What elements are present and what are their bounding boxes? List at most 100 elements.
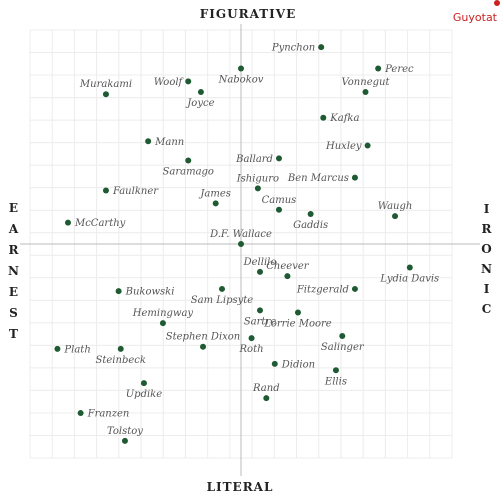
data-point-label: Roth	[239, 344, 264, 355]
data-point-label: Camus	[262, 195, 297, 206]
axes	[20, 24, 480, 476]
data-point	[117, 345, 124, 352]
data-point-label: Gaddis	[293, 220, 328, 231]
data-point-label: Perec	[384, 64, 414, 75]
data-point-label: Huxley	[325, 141, 362, 152]
axis-title-letter: I	[484, 202, 491, 216]
data-point-label: Salinger	[321, 342, 365, 353]
corner-point	[494, 0, 500, 6]
data-point-label: Kafka	[329, 113, 359, 124]
data-point-label: Ballard	[235, 154, 273, 165]
data-point-label: Nabokov	[218, 75, 264, 86]
data-point	[238, 241, 244, 247]
data-point	[102, 187, 109, 194]
axis-title-letter: O	[481, 242, 492, 256]
data-point	[145, 138, 152, 145]
data-point	[256, 307, 263, 314]
data-point-label: Dellilo	[243, 257, 277, 268]
data-point	[256, 268, 263, 275]
data-point-label: Faulkner	[112, 186, 159, 197]
data-point-label: Cheever	[266, 261, 309, 272]
data-point	[102, 91, 109, 98]
axis-label-literal: LITERAL	[207, 480, 274, 494]
data-point-label: Lorrie Moore	[263, 318, 332, 329]
data-point	[271, 360, 278, 367]
data-point-label: Plath	[63, 344, 90, 355]
data-point-label: Rand	[252, 383, 280, 394]
axis-title-letter: C	[482, 302, 493, 316]
data-point	[362, 89, 369, 96]
data-point	[275, 206, 282, 213]
data-point-label: Sartre	[244, 316, 276, 327]
data-point	[318, 44, 325, 51]
data-point	[185, 157, 192, 164]
data-point-label: Mann	[154, 137, 184, 148]
data-point	[351, 285, 358, 292]
data-point	[351, 174, 358, 181]
data-point-label: Ellis	[324, 376, 347, 387]
data-point-label: Updike	[126, 389, 162, 400]
data-point	[263, 395, 270, 402]
data-point	[121, 437, 128, 444]
data-point	[115, 288, 122, 295]
data-point-label: Hemingway	[132, 308, 194, 319]
data-point	[375, 65, 382, 72]
axis-title-letter: I	[484, 282, 491, 296]
data-point	[275, 155, 282, 162]
data-point	[284, 273, 291, 280]
data-point-label: Sam Lipsyte	[191, 295, 254, 306]
data-point-label: Saramago	[163, 167, 214, 178]
data-point-label: Lydia Davis	[379, 274, 439, 285]
axis-title-letter: R	[482, 222, 493, 236]
corner-point-label: Guyotat	[453, 11, 498, 24]
data-point	[320, 114, 327, 121]
axis-title-letter: T	[9, 327, 19, 341]
data-point	[364, 142, 371, 149]
data-point	[64, 219, 71, 226]
data-point-label: Franzen	[87, 409, 130, 420]
data-point-label: James	[198, 188, 231, 199]
data-point	[307, 211, 314, 218]
data-point-label: Tolstoy	[107, 426, 143, 437]
corner-marker: Guyotat	[453, 0, 500, 24]
axis-title-letter: A	[8, 222, 19, 236]
data-point	[77, 410, 84, 417]
axis-label-figurative: FIGURATIVE	[200, 7, 296, 21]
axis-title-letter: N	[481, 262, 493, 276]
data-point	[332, 367, 339, 374]
data-point-label: Murakami	[79, 79, 132, 90]
data-point-label: Ben Marcus	[287, 173, 349, 184]
data-point-label: Vonnegut	[341, 77, 390, 88]
data-point-label: Fitzgerald	[296, 284, 349, 295]
axis-title-letter: R	[9, 243, 20, 257]
data-point-label: Bukowski	[125, 287, 175, 298]
data-point	[159, 320, 166, 327]
data-point-label: Joyce	[185, 98, 214, 109]
data-point-label: McCarthy	[74, 218, 126, 229]
data-point	[185, 78, 192, 85]
data-point	[294, 309, 301, 316]
data-point	[254, 185, 261, 192]
data-point	[238, 65, 244, 72]
data-point-label: Stephen Dixon	[166, 332, 240, 343]
data-point	[219, 285, 226, 292]
data-point-label: Ishiguro	[236, 173, 279, 184]
data-point	[339, 333, 346, 340]
axis-title-letter: N	[8, 264, 20, 278]
data-point	[212, 200, 219, 207]
data-points: Pynchon Perec Nabokov Woolf Murakami Joyce Von…	[54, 43, 439, 444]
axis-title-letter: E	[9, 285, 19, 299]
data-point	[392, 213, 399, 220]
data-point	[248, 335, 255, 342]
data-point-label: Steinbeck	[96, 355, 146, 366]
data-point	[140, 380, 147, 387]
data-point-label: Pynchon	[271, 43, 315, 54]
axis-title-letter: E	[9, 201, 19, 215]
data-point-label: Waugh	[378, 201, 413, 212]
data-point	[197, 89, 204, 96]
data-point	[200, 343, 207, 350]
data-point	[54, 345, 61, 352]
